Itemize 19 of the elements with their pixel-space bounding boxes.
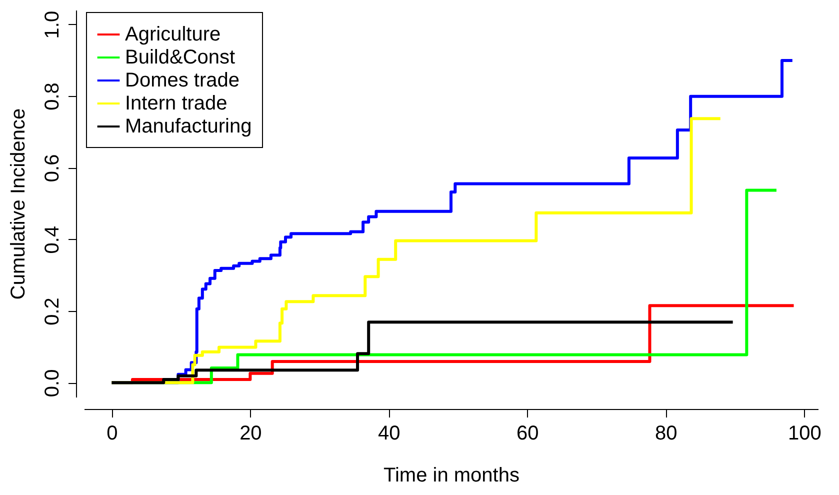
legend-label: Domes trade	[125, 70, 240, 92]
legend-label: Manufacturing	[125, 116, 252, 138]
y-tick-label: 1.0	[42, 10, 64, 39]
x-tick-label: 40	[378, 422, 400, 444]
x-tick-label: 80	[655, 422, 678, 444]
legend-label: Build&Const	[125, 46, 236, 68]
x-tick-label: 100	[788, 422, 822, 444]
x-tick-label: 20	[240, 422, 262, 444]
y-tick-label: 0.0	[42, 369, 64, 398]
x-axis-title: Time in months	[384, 464, 520, 486]
x-tick-label: 0	[106, 422, 118, 444]
y-tick-label: 0.6	[42, 154, 64, 182]
legend-label: Agriculture	[125, 24, 221, 46]
y-tick-label: 0.8	[42, 82, 64, 110]
y-tick-label: 0.2	[42, 298, 64, 326]
x-tick-label: 60	[516, 422, 539, 444]
y-axis-title: Cumulative Incidence	[8, 108, 30, 300]
legend-label: Intern trade	[125, 92, 228, 114]
y-tick-label: 0.4	[42, 226, 64, 254]
